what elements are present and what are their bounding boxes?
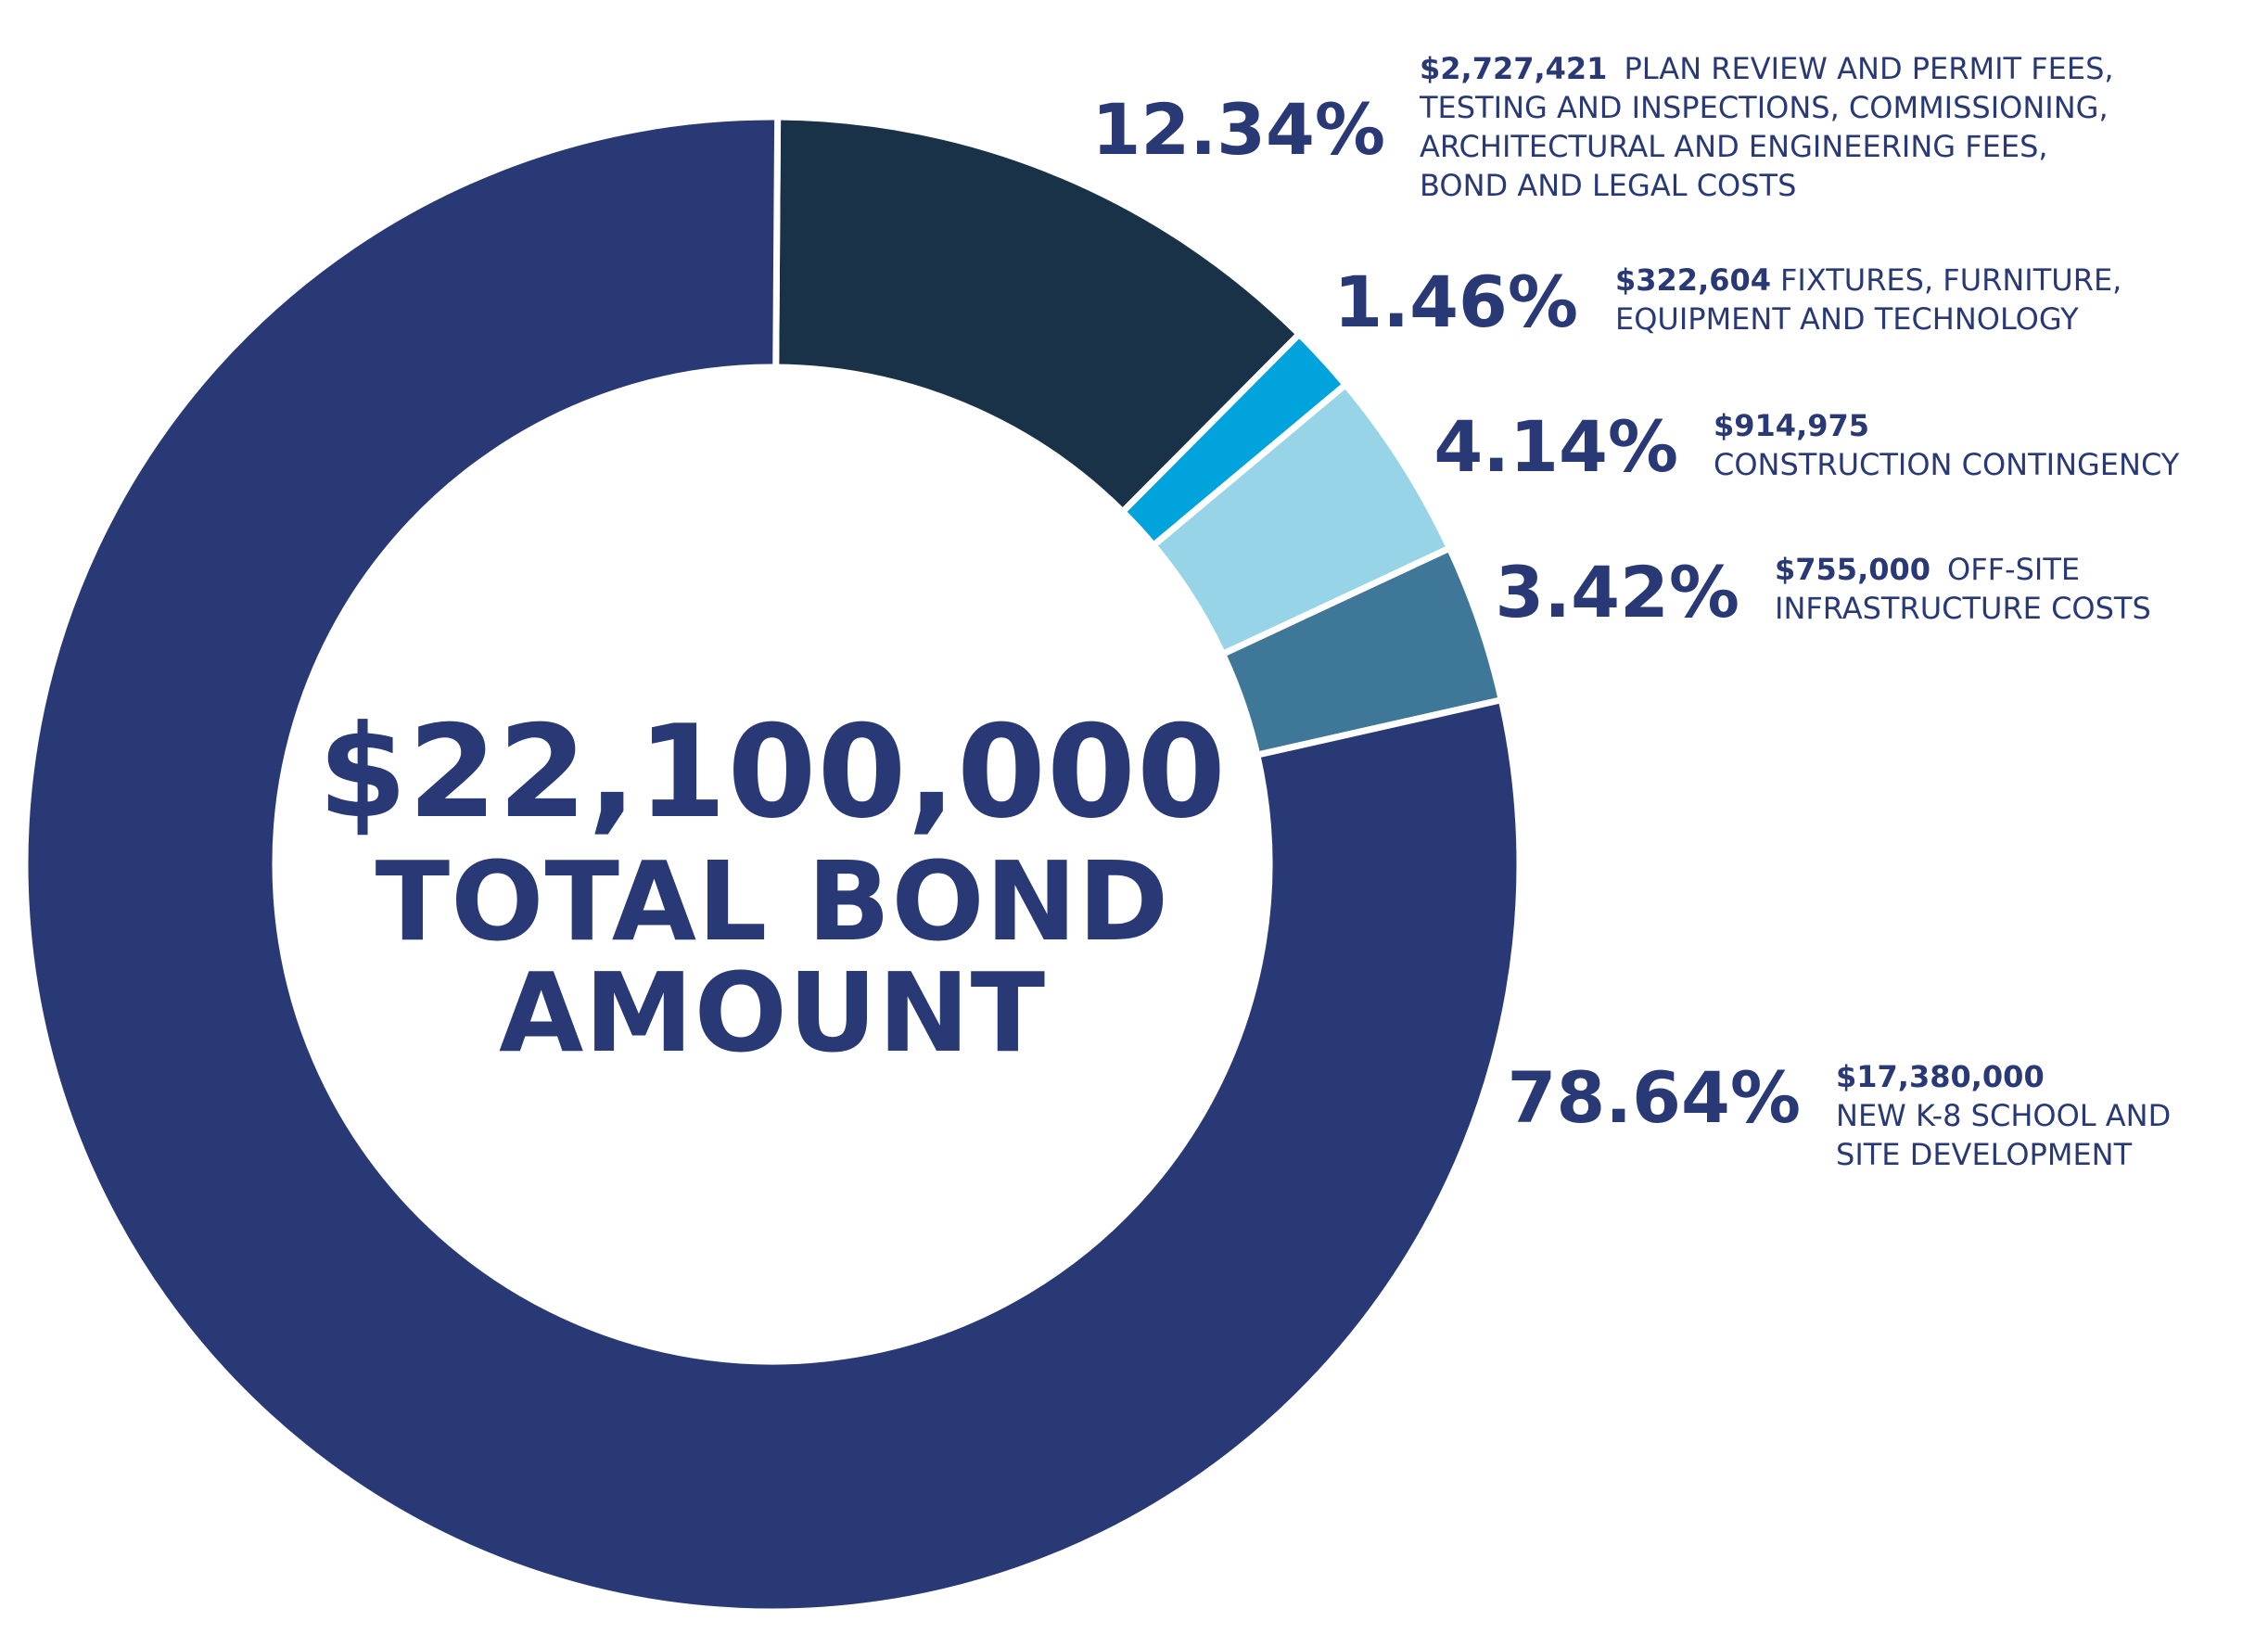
slice-1-desc-line-3: ARCHITECTURAL AND ENGINEERING FEES, bbox=[1420, 129, 2048, 164]
slice-3-percent: 4.14% bbox=[1433, 405, 1678, 488]
slice-1-desc-line-2: TESTING AND INSPECTIONS, COMMISSIONING, bbox=[1419, 90, 2109, 125]
slice-labels: 12.34% $2,727,421 PLAN REVIEW AND PERMIT F… bbox=[1091, 51, 2179, 1172]
slice-5-percent: 78.64% bbox=[1507, 1056, 1801, 1139]
donut-slice-5 bbox=[21, 113, 1523, 1615]
slice-2-amount: $322,604 bbox=[1615, 262, 1771, 298]
total-amount-text: $22,100,000 bbox=[318, 697, 1227, 847]
slice-4-desc-line-2: INFRASTRUCTURE COSTS bbox=[1775, 591, 2151, 626]
slice-3-amount: $914,975 bbox=[1714, 408, 1869, 443]
slice-4-amount: $755,000 bbox=[1775, 552, 1930, 587]
total-caption-line-1: TOTAL BOND bbox=[376, 837, 1170, 965]
slice-4-percent: 3.42% bbox=[1495, 551, 1739, 633]
slice-4-desc-line-1: OFF-SITE bbox=[1947, 552, 2080, 587]
slice-5-amount: $17,380,000 bbox=[1836, 1059, 2045, 1094]
slice-1-desc-line-1: PLAN REVIEW AND PERMIT FEES, bbox=[1624, 51, 2113, 86]
donut-slice-1 bbox=[772, 113, 1305, 517]
slice-3-desc-line-1: CONSTRUCTION CONTINGENCY bbox=[1714, 447, 2180, 482]
slice-1-desc-line-4: BOND AND LEGAL COSTS bbox=[1420, 168, 1796, 203]
slice-1-percent: 12.34% bbox=[1091, 88, 1385, 171]
center-label: $22,100,000 TOTAL BOND AMOUNT bbox=[318, 697, 1227, 1077]
total-caption-line-2: AMOUNT bbox=[499, 949, 1046, 1077]
slice-2-desc-line-2: EQUIPMENT AND TECHNOLOGY bbox=[1615, 301, 2079, 337]
slice-1-amount: $2,727,421 bbox=[1420, 51, 1607, 86]
slice-2-percent: 1.46% bbox=[1333, 261, 1578, 343]
slice-2-desc-line-1: FIXTURES, FURNITURE, bbox=[1780, 262, 2121, 298]
donut-slices bbox=[21, 113, 1523, 1615]
slice-5-desc-line-2: SITE DEVELOPMENT bbox=[1836, 1137, 2133, 1172]
slice-5-desc-line-1: NEW K-8 SCHOOL AND bbox=[1836, 1098, 2171, 1133]
